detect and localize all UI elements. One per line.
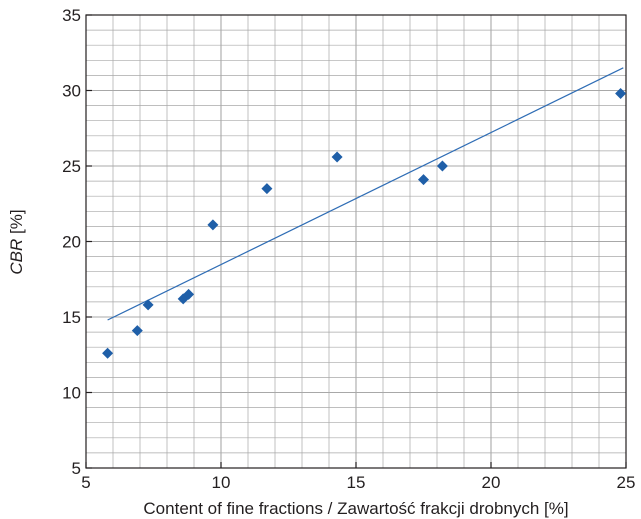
y-axis-title-italic: CBR xyxy=(7,239,26,275)
grid-lines xyxy=(86,15,626,468)
x-tick-label: 25 xyxy=(617,473,636,492)
data-point xyxy=(131,325,143,337)
data-point xyxy=(418,174,429,186)
data-point xyxy=(615,88,627,100)
y-tick-label: 35 xyxy=(62,6,81,25)
data-point xyxy=(436,160,448,172)
y-tick-label: 10 xyxy=(62,384,81,403)
y-tick-label: 15 xyxy=(62,308,81,327)
data-point xyxy=(331,151,343,163)
x-tick-label: 10 xyxy=(212,473,231,492)
x-tick-label: 20 xyxy=(482,473,501,492)
tick-labels: 5 10 15 20 25 5 10 15 20 25 30 35 xyxy=(62,6,635,492)
y-axis-title: CBR [%] xyxy=(7,209,26,274)
data-point xyxy=(102,347,114,359)
data-point xyxy=(207,219,219,231)
y-tick-label: 30 xyxy=(62,82,81,101)
data-points xyxy=(102,88,627,359)
trendline xyxy=(107,67,624,321)
x-axis-title: Content of fine fractions / Zawartość fr… xyxy=(143,499,568,518)
axis-ticks xyxy=(85,14,627,469)
y-tick-label: 25 xyxy=(62,157,81,176)
data-point xyxy=(183,288,195,300)
y-tick-label: 20 xyxy=(62,233,81,252)
data-point xyxy=(261,183,273,195)
x-tick-label: 15 xyxy=(347,473,366,492)
y-axis-title-unit: [%] xyxy=(7,209,26,238)
trendline-segment xyxy=(107,67,624,321)
x-tick-label: 5 xyxy=(81,473,90,492)
data-point xyxy=(142,299,154,311)
y-tick-label: 5 xyxy=(72,459,81,478)
